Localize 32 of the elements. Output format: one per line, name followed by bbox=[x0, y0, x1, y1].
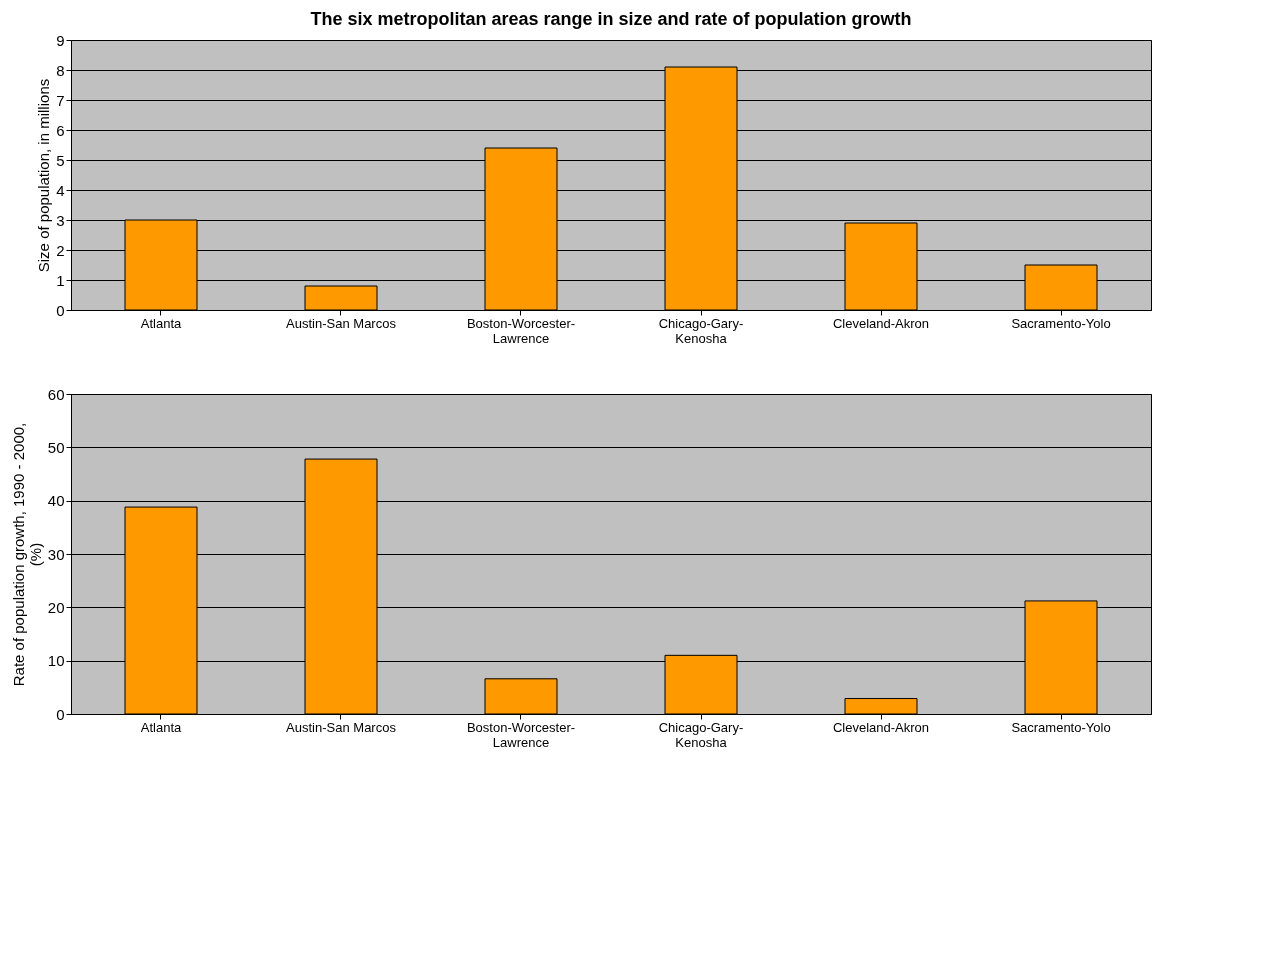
y-tick-label: 5 bbox=[56, 151, 65, 169]
y-tick-label: 0 bbox=[56, 301, 65, 319]
x-tick-label: Boston-Worcester- Lawrence bbox=[466, 719, 576, 750]
x-tick-label: Sacramento-Yolo bbox=[1011, 719, 1111, 735]
x-tick-label: Atlanta bbox=[140, 315, 182, 331]
y-tick-label: 20 bbox=[47, 598, 65, 616]
y-tick-label: 50 bbox=[47, 438, 65, 456]
y-axis-title: Size of population, in millions bbox=[35, 78, 53, 273]
y-tick-label: 1 bbox=[56, 271, 65, 289]
x-tick-label: Atlanta bbox=[140, 719, 182, 735]
y-tick-label: 8 bbox=[56, 61, 65, 79]
y-tick-label: 0 bbox=[56, 705, 65, 723]
y-tick-label: 10 bbox=[47, 652, 65, 670]
y-tick-label: 30 bbox=[47, 545, 65, 563]
y-tick-label: 4 bbox=[56, 181, 65, 199]
x-tick-label: Austin-San Marcos bbox=[286, 315, 397, 331]
x-tick-label: Sacramento-Yolo bbox=[1011, 315, 1111, 331]
x-tick-label: Chicago-Gary- Kenosha bbox=[658, 719, 744, 750]
y-tick-label: 3 bbox=[56, 211, 65, 229]
x-tick-label: Cleveland-Akron bbox=[832, 315, 930, 331]
x-tick-label: Cleveland-Akron bbox=[832, 719, 930, 735]
y-axis-title: Rate of population growth, 1990 - 2000, (%) bbox=[9, 422, 44, 687]
x-tick-label: Chicago-Gary- Kenosha bbox=[658, 315, 744, 346]
y-tick-label: 9 bbox=[56, 31, 65, 49]
x-tick-label: Boston-Worcester- Lawrence bbox=[466, 315, 576, 346]
y-tick-label: 2 bbox=[56, 241, 65, 259]
y-tick-label: 6 bbox=[56, 121, 65, 139]
x-tick-label: Austin-San Marcos bbox=[286, 719, 397, 735]
chart-title: The six metropolitan areas range in size and rate of population growth bbox=[310, 9, 912, 29]
y-tick-label: 40 bbox=[47, 492, 65, 510]
y-tick-label: 60 bbox=[47, 385, 65, 403]
y-tick-label: 7 bbox=[56, 91, 65, 109]
